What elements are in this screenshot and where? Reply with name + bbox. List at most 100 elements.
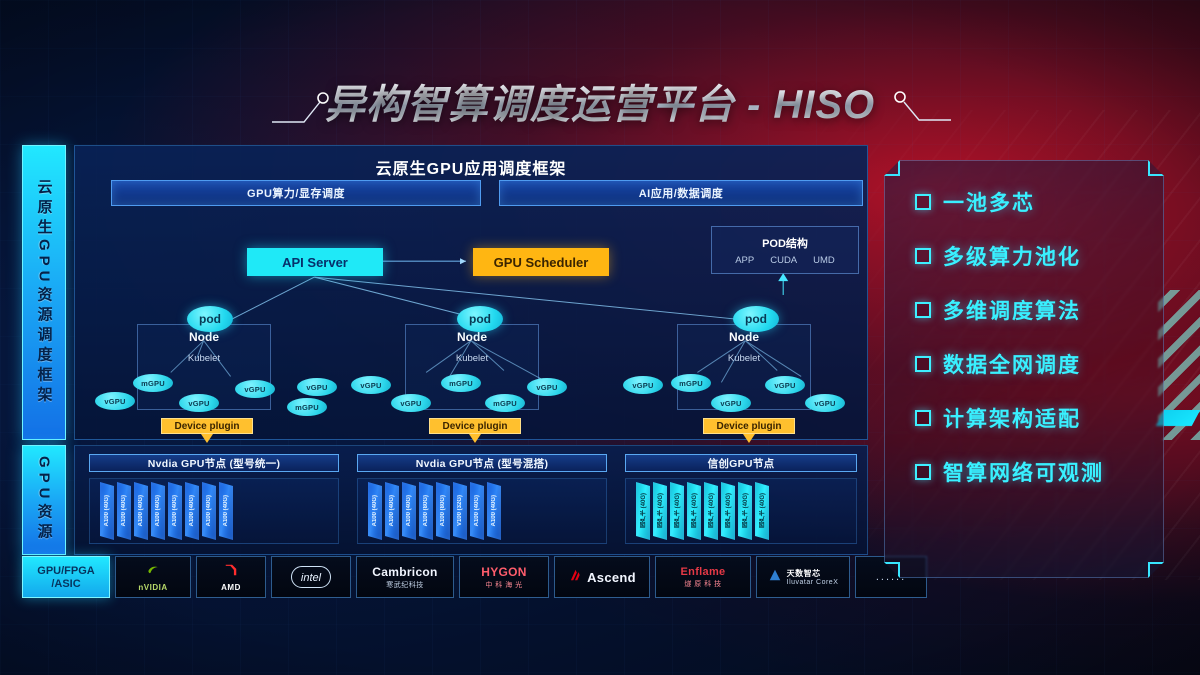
gpu-card[interactable]: A100 (40G) [134,482,148,540]
gpu-3-vgpu-c[interactable]: vGPU [805,394,845,412]
gpu-card[interactable]: A100 (40G) [202,482,216,540]
vendor-chip-nvidia[interactable]: nVIDIA [115,556,191,598]
gpu-group-2-title: Nvdia GPU节点 (型号混搭) [415,457,549,470]
title-left-decoration [270,88,330,128]
architecture-diagram: 云原生GPU资源调度框架 GPU资源 云原生GPU应用调度框架 GPU算力/显存… [22,145,868,600]
gpu-2-vgpu-b[interactable]: vGPU [391,394,431,412]
device-plugin-2[interactable]: Device plugin [429,418,521,434]
device-plugin-3[interactable]: Device plugin [703,418,795,434]
gpu-card[interactable]: A100 (40G) [117,482,131,540]
gpu-card[interactable]: A100 (40G) [385,482,399,540]
gpu-2-mgpu-b[interactable]: mGPU [485,394,525,412]
feature-item-3[interactable]: 多维调度算法 [915,295,1153,325]
feature-label: 智算网络可观测 [943,462,1104,485]
gpu-card[interactable]: A100 (40G) [219,482,233,540]
edge-stripe-decoration [1155,290,1200,440]
vendor-name-ascend: Ascend [587,569,636,585]
gpu-3-mgpu-a[interactable]: mGPU [671,374,711,392]
gpu-1-vgpu-b[interactable]: vGPU [179,394,219,412]
vendor-label-line2: /ASIC [51,577,81,590]
scope-bar-compute-label: GPU算力/显存调度 [247,188,345,200]
gpu-card[interactable]: A100 (80G) [436,482,450,540]
vendor-label-line1: GPU/FPGA [37,564,95,577]
gpu-card[interactable]: 国产卡 (40G) [721,482,735,540]
feature-item-6[interactable]: 智算网络可观测 [915,457,1153,487]
device-plugin-arrow-1 [201,434,213,443]
gpu-1-vgpu-c[interactable]: vGPU [235,380,275,398]
gpu-card[interactable]: A100 (40G) [185,482,199,540]
gpu-1-vgpu-a[interactable]: vGPU [95,392,135,410]
pod-node-1[interactable]: pod [187,306,233,332]
vendor-name-nvidia: nVIDIA [138,582,168,592]
vendor-sub-hygon: 中 科 海 光 [485,581,523,589]
gpu-card[interactable]: A100 (40G) [470,482,484,540]
gpu-1-mgpu-a[interactable]: mGPU [133,374,173,392]
page-title: 异构智算调度运营平台 - HISO [325,72,875,130]
checkbox-icon[interactable] [915,464,931,480]
cloud-native-panel: 云原生GPU应用调度框架 GPU算力/显存调度 AI应用/数据调度 [74,145,868,443]
kubelet-label-1: Kubelet [187,353,221,364]
checkbox-icon[interactable] [915,410,931,426]
gpu-card[interactable]: A100 (40G) [151,482,165,540]
gpu-3-vgpu-a[interactable]: vGPU [711,394,751,412]
checkbox-icon[interactable] [915,194,931,210]
gpu-card[interactable]: 国产卡 (40G) [687,482,701,540]
vendor-chip-ascend[interactable]: Ascend [554,556,650,598]
vendor-chip-enflame[interactable]: Enflame 燧 原 科 技 [655,556,751,598]
vendor-chip-hygon[interactable]: HYGON 中 科 海 光 [459,556,549,598]
vendor-chip-gpu-fpga-asic[interactable]: GPU/FPGA /ASIC [22,556,110,598]
loose-gpu-2[interactable]: vGPU [527,378,567,396]
vendor-chip-cambricon[interactable]: Cambricon 寒武纪科技 [356,556,454,598]
gpu-card[interactable]: 国产卡 (40G) [636,482,650,540]
device-plugin-1[interactable]: Device plugin [161,418,253,434]
scope-bar-compute[interactable]: GPU算力/显存调度 [111,180,481,206]
gpu-2-mgpu-a[interactable]: mGPU [441,374,481,392]
pod-structure-item-cuda: CUDA [770,254,798,266]
loose-gpu-0[interactable]: vGPU [297,378,337,396]
checkbox-icon[interactable] [915,302,931,318]
feature-item-1[interactable]: 一池多芯 [915,187,1153,217]
gpu-card[interactable]: 国产卡 (40G) [670,482,684,540]
loose-gpu-1[interactable]: mGPU [287,398,327,416]
gpu-scheduler-box[interactable]: GPU Scheduler [473,248,609,276]
vendor-chip-amd[interactable]: AMD [196,556,266,598]
gpu-card[interactable]: 国产卡 (40G) [653,482,667,540]
gpu-group-3-cards: 国产卡 (40G) 国产卡 (40G) 国产卡 (40G) 国产卡 (40G) … [625,478,857,544]
layer-tag-cloud-native: 云原生GPU资源调度框架 [22,145,66,440]
pod-node-3[interactable]: pod [733,306,779,332]
gpu-card[interactable]: A100 (40G) [100,482,114,540]
device-plugin-arrow-2 [469,434,481,443]
feature-item-2[interactable]: 多级算力池化 [915,241,1153,271]
gpu-2-vgpu-a[interactable]: vGPU [351,376,391,394]
layer-tag-cloud-native-label: 云原生GPU资源调度框架 [35,178,53,407]
gpu-card[interactable]: A100 (80G) [419,482,433,540]
gpu-3-vgpu-b[interactable]: vGPU [765,376,805,394]
kubelet-label-3: Kubelet [727,353,761,364]
gpu-group-2-cards: A100 (40G) A100 (40G) A100 (40G) A100 (8… [357,478,607,544]
feature-item-4[interactable]: 数据全网调度 [915,349,1153,379]
gpu-card[interactable]: A100 (40G) [168,482,182,540]
pod-node-2[interactable]: pod [457,306,503,332]
gpu-card[interactable]: A100 (40G) [487,482,501,540]
vendor-chip-intel[interactable]: intel [271,556,351,598]
gpu-group-1: Nvdia GPU节点 (型号统一) A100 (40G) A100 (40G)… [89,454,339,550]
gpu-card[interactable]: A100 (40G) [368,482,382,540]
vendor-name-enflame: Enflame [680,565,726,578]
gpu-card[interactable]: 国产卡 (40G) [738,482,752,540]
loose-gpu-3[interactable]: vGPU [623,376,663,394]
gpu-card[interactable]: A100 (40G) [402,482,416,540]
feature-label: 计算架构适配 [943,408,1081,431]
checkbox-icon[interactable] [915,356,931,372]
gpu-card[interactable]: V100 (32G) [453,482,467,540]
pod-structure-item-app: APP [735,254,755,266]
vendor-chip-iluvatar[interactable]: 天数智芯 Iluvatar CoreX [756,556,850,598]
scope-bar-ai[interactable]: AI应用/数据调度 [499,180,863,206]
page-title-wrap: 异构智算调度运营平台 - HISO [0,72,1200,130]
checkbox-icon[interactable] [915,248,931,264]
feature-item-5[interactable]: 计算架构适配 [915,403,1153,433]
api-server-box[interactable]: API Server [247,248,383,276]
gpu-card[interactable]: 国产卡 (40G) [755,482,769,540]
gpu-card[interactable]: 国产卡 (40G) [704,482,718,540]
vendor-sub-enflame: 燧 原 科 技 [684,580,722,588]
vendor-name-iluvatar: 天数智芯 [786,569,821,578]
